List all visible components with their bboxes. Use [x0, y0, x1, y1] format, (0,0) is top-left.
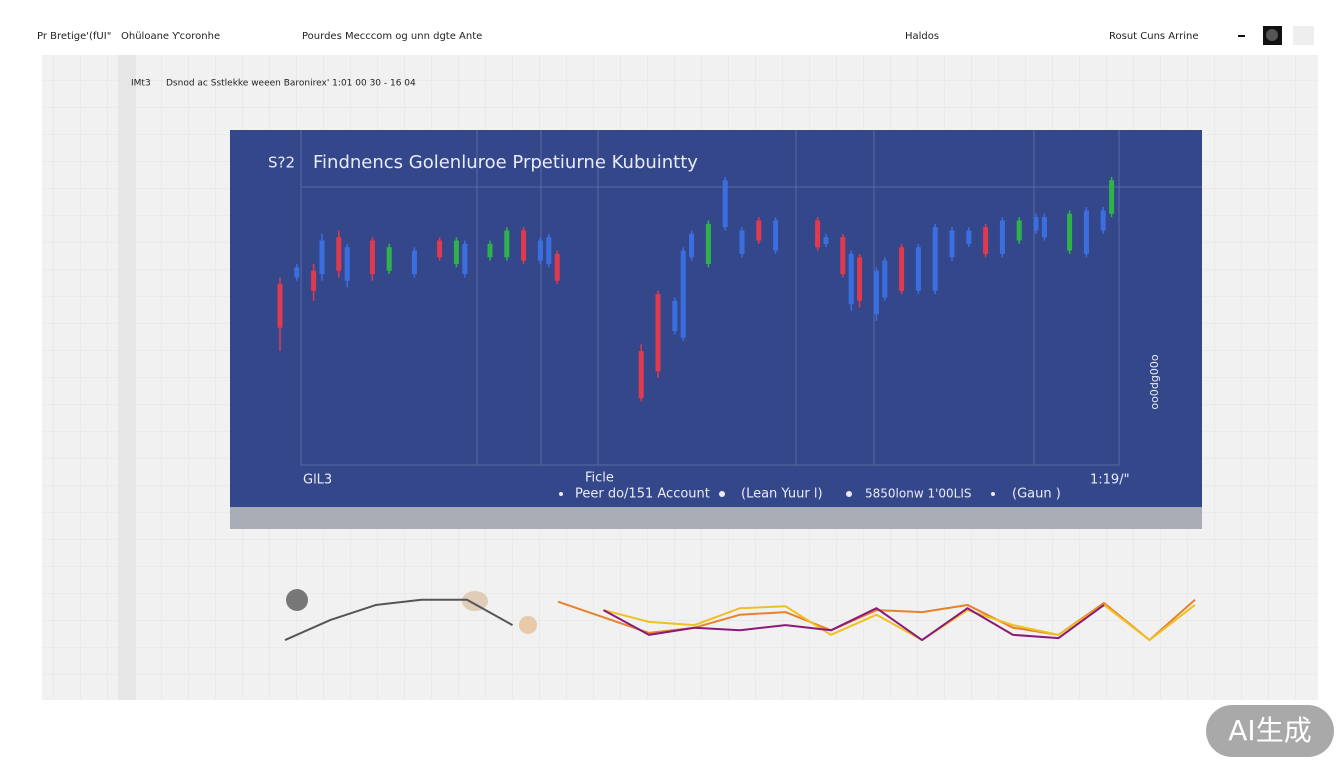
legend-dot: [846, 491, 852, 497]
candle-body: [453, 240, 459, 264]
candle-body: [848, 253, 854, 305]
legend-item[interactable]: Peer do/151 Account: [575, 487, 710, 502]
legend-item[interactable]: 5850lonw 1'00LIS: [865, 487, 972, 501]
sub-label: IMt3: [131, 79, 151, 89]
candle-body: [411, 250, 417, 275]
candle-body: [1016, 220, 1022, 241]
nav-item[interactable]: Haldos: [905, 31, 939, 42]
chart-panel: [230, 130, 1202, 507]
candle-body: [949, 230, 955, 258]
candle-body: [672, 300, 678, 331]
candle-body: [915, 247, 921, 291]
candle-body: [1041, 217, 1047, 238]
candle-body: [823, 237, 829, 244]
candle-body: [815, 220, 821, 248]
legend-item[interactable]: (Gaun ): [1012, 487, 1061, 502]
candle-body: [386, 247, 392, 271]
corner-label: S?2: [268, 154, 295, 172]
nav-item[interactable]: Pr Bretige'(fUI": [37, 31, 111, 42]
legend-item[interactable]: (Lean Yuur l): [741, 487, 823, 502]
candle-body: [537, 240, 543, 261]
side-label: oo0dg00o: [1148, 354, 1161, 409]
candle-body: [932, 227, 938, 291]
candle-body: [1109, 180, 1115, 214]
candle-body: [999, 220, 1005, 254]
line-series: [557, 599, 1196, 642]
candle-body: [437, 240, 443, 258]
chart-footer: [230, 507, 1202, 529]
candle-body: [1100, 210, 1106, 231]
candle-body: [294, 267, 300, 278]
marker-blob: [519, 616, 537, 634]
nav-item[interactable]: Pourdes Mecccom og unn dgte Ante: [302, 31, 482, 42]
candle-body: [369, 240, 375, 275]
candle-body: [655, 294, 661, 372]
candle-body: [873, 270, 879, 315]
candle-body: [319, 240, 325, 275]
candle-body: [680, 250, 686, 338]
line-series: [603, 604, 1105, 642]
candle-body: [773, 220, 779, 251]
icon: [1266, 29, 1278, 41]
candle-body: [1033, 217, 1039, 231]
candle-body: [336, 237, 342, 271]
candle-body: [344, 247, 350, 281]
candle-body: [311, 270, 317, 291]
legend-dot: [719, 491, 725, 497]
candle-body: [983, 227, 989, 254]
marker-blob: [462, 591, 488, 611]
marker-blob: [286, 589, 308, 611]
candle-body: [521, 230, 527, 261]
candle-body: [840, 237, 846, 275]
watermark: AI生成: [1228, 714, 1311, 747]
candle-body: [722, 180, 728, 228]
candle-body: [882, 260, 888, 298]
candle-body: [857, 257, 863, 301]
candle-body: [899, 247, 905, 291]
panel-strip: [118, 55, 136, 700]
candle-body: [638, 351, 644, 398]
annotation: GlL3: [303, 473, 332, 488]
line-series: [284, 598, 513, 641]
nav-item[interactable]: Ohüloane Ƴcoronhe: [121, 31, 220, 42]
candle-body: [546, 237, 552, 264]
candle-body: [554, 253, 560, 281]
candle-body: [756, 220, 762, 241]
annotation: 1:19/": [1090, 473, 1130, 488]
watermark-badge: [1206, 705, 1334, 757]
chart-title: Findnencs Golenluroe Prpetiurne Kubuintt…: [313, 152, 698, 173]
candle-body: [739, 230, 745, 254]
candle-body: [705, 223, 711, 264]
legend-dot: [559, 492, 563, 496]
candle-body: [1083, 210, 1089, 254]
candle-body: [277, 284, 283, 328]
candle-body: [689, 233, 695, 258]
candle-body: [504, 230, 510, 258]
icon[interactable]: [1293, 26, 1314, 45]
nav-item[interactable]: Rosut Cuns Arrine: [1109, 31, 1198, 42]
candle-body: [1067, 213, 1073, 251]
candle-body: [966, 230, 972, 244]
legend-dot: [991, 492, 995, 496]
candle-body: [487, 243, 493, 258]
candle-body: [462, 243, 468, 275]
x-axis-label: Ficle: [585, 471, 614, 486]
sub-text: Dsnod ac Sstlekke weeen Baronirex' 1:01 …: [166, 79, 416, 89]
